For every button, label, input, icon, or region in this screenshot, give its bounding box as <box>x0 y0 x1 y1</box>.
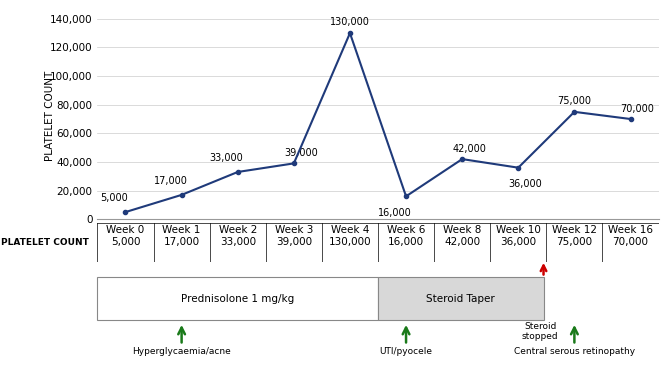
Text: 33,000: 33,000 <box>220 237 256 248</box>
Text: 130,000: 130,000 <box>329 237 371 248</box>
Text: 5,000: 5,000 <box>111 237 140 248</box>
Text: 75,000: 75,000 <box>557 95 591 106</box>
Text: 70,000: 70,000 <box>620 104 655 114</box>
Text: 70,000: 70,000 <box>612 237 648 248</box>
Text: 39,000: 39,000 <box>284 149 318 158</box>
Text: 5,000: 5,000 <box>101 193 128 203</box>
Text: UTI/pyocele: UTI/pyocele <box>380 347 433 356</box>
Text: 17,000: 17,000 <box>154 176 187 186</box>
Text: 16,000: 16,000 <box>378 208 412 218</box>
Text: Hyperglycaemia/acne: Hyperglycaemia/acne <box>132 347 231 356</box>
Text: 42,000: 42,000 <box>452 144 486 154</box>
Text: 39,000: 39,000 <box>276 237 312 248</box>
Text: Steroid
stopped: Steroid stopped <box>522 322 558 341</box>
Text: Central serous retinopathy: Central serous retinopathy <box>514 347 635 356</box>
Text: 33,000: 33,000 <box>210 153 243 163</box>
Text: 16,000: 16,000 <box>388 237 424 248</box>
Text: 36,000: 36,000 <box>508 179 542 189</box>
Text: 75,000: 75,000 <box>556 237 593 248</box>
Text: 17,000: 17,000 <box>163 237 200 248</box>
Text: Prednisolone 1 mg/kg: Prednisolone 1 mg/kg <box>181 294 294 304</box>
Text: 42,000: 42,000 <box>444 237 480 248</box>
Text: Steroid Taper: Steroid Taper <box>427 294 495 304</box>
Text: 36,000: 36,000 <box>500 237 536 248</box>
Y-axis label: PLATELET COUNT: PLATELET COUNT <box>45 70 55 161</box>
Text: PLATELET COUNT: PLATELET COUNT <box>1 238 89 247</box>
Text: 130,000: 130,000 <box>330 17 370 27</box>
